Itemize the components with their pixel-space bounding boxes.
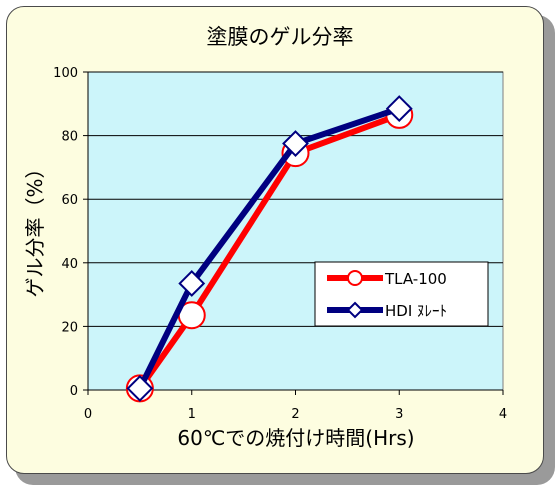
legend-label: TLA-100 bbox=[384, 270, 447, 288]
y-tick-label: 0 bbox=[70, 384, 78, 399]
legend-marker bbox=[347, 270, 363, 286]
x-tick-label: 3 bbox=[395, 407, 403, 422]
legend: TLA-100 HDI ﾇﾚｰﾄ bbox=[314, 261, 489, 327]
legend-label: HDI ﾇﾚｰﾄ bbox=[385, 302, 447, 320]
x-tick-label: 2 bbox=[291, 407, 299, 422]
y-tick-label: 80 bbox=[61, 130, 78, 145]
y-tick-label: 60 bbox=[61, 193, 78, 208]
tick-labels: 0 20 40 60 80 100 0 1 2 3 4 bbox=[53, 66, 507, 422]
legend-box bbox=[314, 261, 489, 327]
series-line bbox=[137, 112, 401, 391]
data-point bbox=[126, 374, 154, 402]
x-tick-label: 1 bbox=[188, 407, 196, 422]
series-2 bbox=[126, 95, 413, 402]
data-point bbox=[282, 130, 309, 157]
legend-marker bbox=[346, 301, 364, 319]
x-tick-label: 4 bbox=[499, 407, 507, 422]
plot-area bbox=[87, 71, 504, 391]
y-tick-label: 20 bbox=[61, 320, 78, 335]
y-tick-label: 40 bbox=[61, 257, 78, 272]
axes bbox=[83, 71, 504, 395]
series-layer bbox=[125, 95, 414, 403]
data-point bbox=[178, 270, 206, 297]
chart-title: 塗膜のゲル分率 bbox=[207, 25, 354, 49]
series-line bbox=[137, 105, 401, 390]
y-tick-label: 100 bbox=[53, 66, 78, 81]
y-axis-label: ゲル分率（%） bbox=[23, 158, 47, 297]
data-point bbox=[385, 95, 413, 122]
x-axis-label: 60℃での焼付け時間(Hrs) bbox=[177, 426, 414, 450]
x-tick-label: 0 bbox=[84, 407, 92, 422]
